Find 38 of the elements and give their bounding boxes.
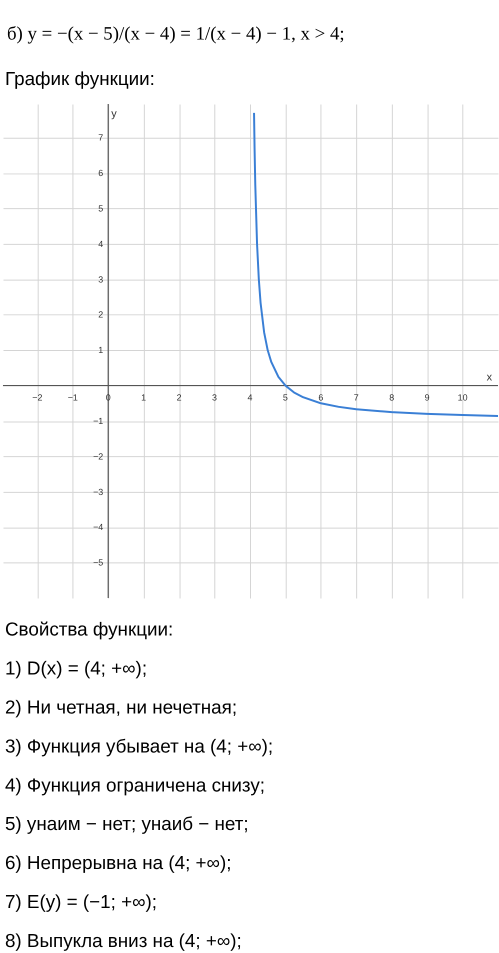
x-tick-label: 4 (247, 392, 252, 402)
x-tick-label: 7 (354, 392, 359, 402)
y-tick-label: 5 (98, 203, 104, 214)
x-tick-label: 3 (212, 392, 218, 402)
x-tick-label: −1 (68, 392, 78, 402)
text: 2) Ни четная, ни нечетная; (4, 696, 238, 718)
y-tick-label: −4 (93, 522, 104, 532)
x-tick-label: 6 (318, 392, 324, 402)
text: 3) Функция убывает на (4; +∞); (4, 735, 274, 756)
x-axis-title: x (486, 372, 493, 384)
text: 8) Выпукла вниз на (4; +∞); (4, 930, 242, 951)
x-tick-label: 9 (424, 392, 430, 402)
text: 4) Функция ограничена снизу; (4, 774, 266, 796)
text: 7) E(y) = (−1; +∞); (4, 890, 158, 912)
x-tick-label: 5 (282, 392, 288, 402)
y-tick-label: −1 (93, 416, 104, 426)
text: 6) Непрерывна на (4; +∞); (4, 852, 232, 874)
text: Свойства функции: (4, 618, 174, 640)
chart-title: б) y = −(x − 5)/(x − 4) = 1/(x − 4) − 1, x > 4; (6, 24, 345, 45)
y-tick-label: 3 (98, 274, 104, 284)
x-tick-label: 8 (389, 392, 394, 402)
x-tick-label: 10 (458, 392, 468, 402)
y-tick-label: 1 (98, 345, 104, 356)
y-tick-label: −2 (93, 451, 104, 462)
y-axis-title: y (111, 108, 118, 120)
y-tick-label: 4 (98, 238, 104, 249)
y-tick-label: 2 (98, 310, 104, 320)
chart-subtitle: График функции: (4, 68, 155, 90)
y-tick-label: 7 (98, 132, 104, 143)
x-tick-label: −2 (32, 392, 42, 402)
x-tick-label: 1 (141, 392, 146, 402)
text: 1) D(x) = (4; +∞); (4, 658, 148, 679)
x-tick-label: 2 (176, 392, 182, 402)
y-tick-label: −5 (93, 558, 104, 568)
text: 5) yнаим − нет; yнаиб − нет; (4, 813, 249, 834)
y-tick-label: −3 (93, 486, 104, 497)
y-tick-label: 6 (98, 168, 104, 178)
line-series (253, 112, 498, 418)
